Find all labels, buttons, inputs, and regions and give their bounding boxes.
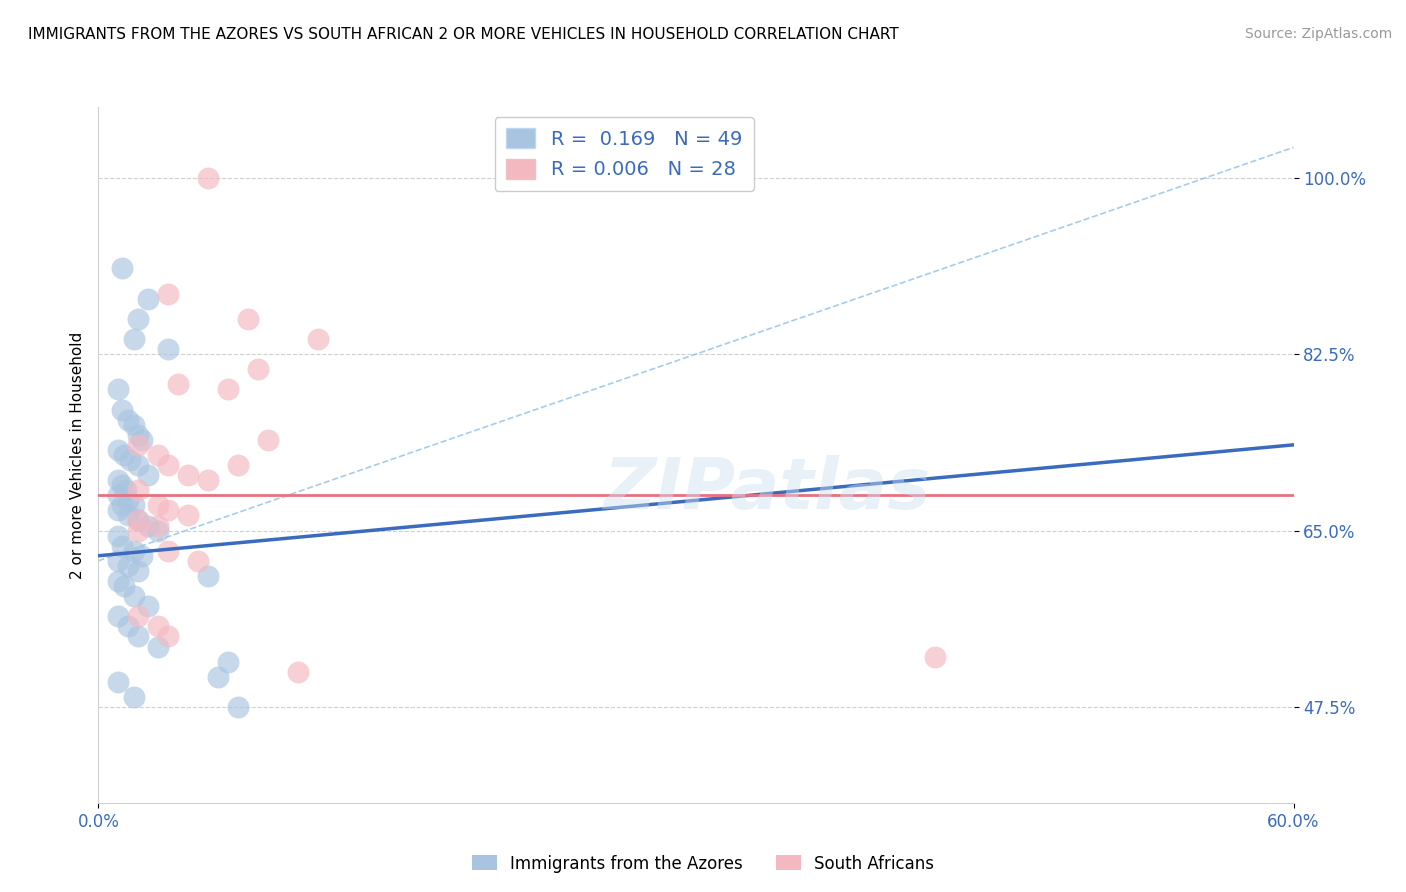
- Point: [148, 524, 170, 538]
- Point: [107, 442, 129, 457]
- Point: [217, 655, 239, 669]
- Point: [136, 518, 159, 533]
- Point: [127, 311, 149, 326]
- Point: [117, 508, 139, 523]
- Point: [107, 383, 129, 397]
- Point: [226, 700, 249, 714]
- Point: [112, 579, 135, 593]
- Point: [136, 292, 159, 306]
- Point: [131, 549, 153, 563]
- Point: [148, 640, 170, 654]
- Point: [136, 599, 159, 614]
- Point: [127, 427, 149, 442]
- Point: [197, 473, 219, 487]
- Point: [111, 499, 134, 513]
- Point: [177, 468, 200, 483]
- Point: [107, 528, 129, 542]
- Point: [107, 554, 129, 568]
- Point: [127, 458, 149, 472]
- Point: [307, 332, 329, 346]
- Point: [107, 609, 129, 624]
- Point: [157, 503, 180, 517]
- Point: [107, 488, 129, 502]
- Point: [157, 629, 180, 643]
- Point: [124, 543, 146, 558]
- Text: ZIPatlas: ZIPatlas: [605, 455, 931, 524]
- Point: [117, 619, 139, 633]
- Point: [127, 564, 149, 578]
- Point: [112, 448, 135, 462]
- Point: [127, 513, 149, 527]
- Point: [148, 499, 170, 513]
- Point: [124, 690, 146, 704]
- Point: [117, 558, 139, 573]
- Point: [107, 674, 129, 689]
- Point: [197, 569, 219, 583]
- Point: [124, 332, 146, 346]
- Point: [127, 513, 149, 527]
- Point: [127, 438, 149, 452]
- Point: [117, 493, 139, 508]
- Point: [256, 433, 278, 447]
- Point: [127, 524, 149, 538]
- Text: IMMIGRANTS FROM THE AZORES VS SOUTH AFRICAN 2 OR MORE VEHICLES IN HOUSEHOLD CORR: IMMIGRANTS FROM THE AZORES VS SOUTH AFRI…: [28, 27, 898, 42]
- Point: [111, 402, 134, 417]
- Text: Source: ZipAtlas.com: Source: ZipAtlas.com: [1244, 27, 1392, 41]
- Point: [127, 609, 149, 624]
- Legend: Immigrants from the Azores, South Africans: Immigrants from the Azores, South Africa…: [465, 848, 941, 880]
- Point: [197, 170, 219, 185]
- Point: [207, 670, 229, 684]
- Point: [246, 362, 269, 376]
- Point: [924, 649, 946, 664]
- Point: [136, 468, 159, 483]
- Legend: R =  0.169   N = 49, R = 0.006   N = 28: R = 0.169 N = 49, R = 0.006 N = 28: [495, 117, 754, 191]
- Point: [131, 433, 153, 447]
- Point: [111, 539, 134, 553]
- Point: [107, 574, 129, 588]
- Point: [111, 478, 134, 492]
- Point: [148, 518, 170, 533]
- Point: [124, 417, 146, 432]
- Point: [148, 619, 170, 633]
- Point: [226, 458, 249, 472]
- Point: [157, 286, 180, 301]
- Point: [127, 629, 149, 643]
- Point: [127, 483, 149, 498]
- Point: [111, 261, 134, 276]
- Point: [120, 453, 142, 467]
- Point: [157, 342, 180, 356]
- Point: [236, 311, 259, 326]
- Point: [287, 665, 309, 679]
- Point: [167, 377, 190, 392]
- Point: [124, 589, 146, 603]
- Point: [148, 448, 170, 462]
- Point: [157, 458, 180, 472]
- Point: [157, 543, 180, 558]
- Point: [177, 508, 200, 523]
- Y-axis label: 2 or more Vehicles in Household: 2 or more Vehicles in Household: [69, 331, 84, 579]
- Point: [217, 383, 239, 397]
- Point: [115, 483, 138, 498]
- Point: [124, 499, 146, 513]
- Point: [117, 412, 139, 426]
- Point: [107, 473, 129, 487]
- Point: [107, 503, 129, 517]
- Point: [187, 554, 209, 568]
